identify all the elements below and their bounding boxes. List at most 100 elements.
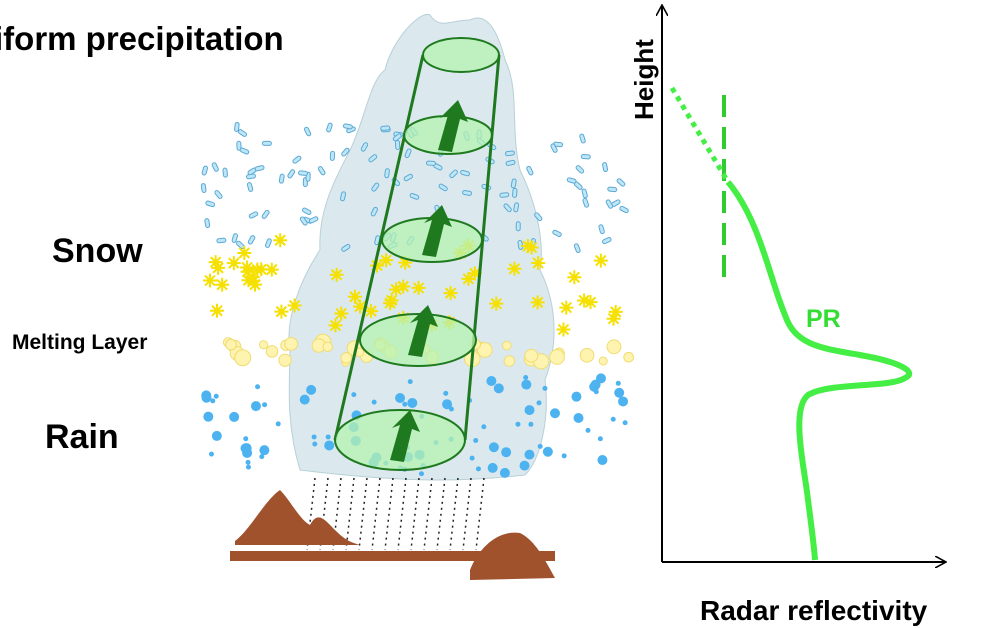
melting-flake [580,348,594,362]
snowflake [215,278,229,292]
raindrop [616,381,621,386]
ice-crystal [217,238,226,243]
ice-crystal [516,222,520,231]
ice-crystal [581,154,590,159]
raindrop [326,434,331,439]
melting-flake [624,352,634,362]
raindrop [520,461,530,471]
raindrop [521,380,531,390]
raindrop [201,393,211,403]
ice-crystal [249,211,259,219]
raindrop [586,428,591,433]
raindrop [598,436,603,441]
raindrop [407,398,417,408]
snowflake [273,233,287,247]
snowflake [383,296,397,310]
snowflake [531,295,545,309]
ice-crystal [304,127,312,137]
y-axis-label: Height [629,39,659,120]
ice-crystal [619,206,629,214]
ice-crystal [212,162,220,172]
ice-crystal [309,216,319,223]
ice-crystal [318,166,326,176]
rain-streak [411,478,419,550]
ice-crystal [616,178,625,187]
raindrop [524,450,534,460]
ice-crystal [262,141,271,145]
ice-crystal [255,165,265,171]
ice-crystal [247,182,253,192]
rain-streak [398,478,406,550]
raindrop [442,399,452,409]
ice-crystal [582,189,588,199]
snowflake [348,290,362,304]
ice-crystal [298,171,307,176]
snowflake [461,272,475,286]
snowflake [525,241,539,255]
raindrop [488,463,498,473]
raindrop [312,434,317,439]
rain-label: Rain [45,418,119,456]
melting-flake [279,354,291,366]
melting-flake [323,342,332,351]
snowflake [241,273,255,287]
raindrop [395,393,405,403]
raindrop [489,442,499,452]
ice-crystal [605,199,613,209]
raindrop [372,400,377,405]
raindrop [251,401,261,411]
ice-crystal [201,183,206,192]
snowflake [330,268,344,282]
raindrop [536,400,541,405]
raindrop [246,460,251,465]
profile-label: PR [806,305,841,333]
snowflake [594,254,608,268]
raindrop [473,438,478,443]
rain-streak [437,478,445,550]
raindrop [408,379,413,384]
raindrop [351,392,356,397]
snowflake [334,307,348,321]
raindrop [589,382,599,392]
ice-crystal [343,124,353,130]
raindrop [523,375,528,380]
raindrop [550,408,560,418]
snowflake [274,305,288,319]
ice-crystal [395,140,399,149]
snowflake [584,295,598,309]
ice-crystal [202,166,208,176]
raindrop [209,452,214,457]
ice-crystal [512,188,517,197]
snowflake [210,304,224,318]
raindrop [214,394,219,399]
snowflake [556,323,570,337]
ice-crystal [582,198,589,208]
raindrop [486,376,496,386]
raindrop [481,424,486,429]
raindrop [501,447,511,457]
rain-streak [463,478,471,550]
melting-flake [266,346,278,358]
raindrop [614,388,624,398]
snowflake [609,305,623,319]
ice-crystal [602,162,608,172]
ice-crystal [567,177,577,183]
ice-crystal [287,169,295,179]
raindrop [528,422,533,427]
ice-crystal [326,123,333,133]
ice-crystal [238,129,248,137]
ice-crystal [518,240,523,250]
ice-crystal [462,190,472,195]
raindrop [611,417,616,422]
melting-flake [550,350,565,365]
ice-crystal [214,190,223,199]
ice-crystal [579,134,585,144]
snow-label: Snow [52,232,143,270]
raindrop [402,402,407,407]
melting-flake [504,356,514,366]
raindrop [246,465,251,470]
snowflake [559,301,573,315]
raindrop [574,413,584,423]
raindrop [312,442,317,447]
raindrop [255,384,260,389]
